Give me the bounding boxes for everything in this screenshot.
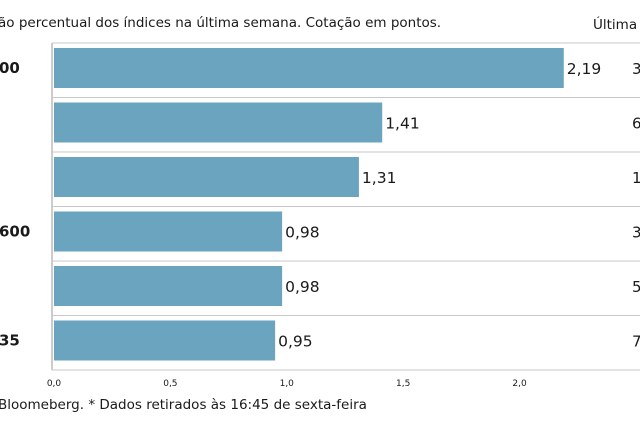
last-quote-value: 6 (632, 115, 640, 133)
bar (54, 157, 359, 197)
bars: 00 2,19 3 1,41 6 1,31 1 600 0,98 3 0,98 5 35 0,95 7 (0, 48, 640, 361)
category-label: 35 (0, 332, 20, 350)
data-label: 0,95 (278, 333, 313, 351)
bar (54, 211, 283, 252)
data-label: 2,19 (567, 60, 602, 78)
last-quote-value: 3 (632, 224, 640, 242)
last-quote-column-header: Última c (593, 17, 640, 33)
bar (54, 102, 383, 143)
x-tick-label: 2,0 (512, 379, 527, 389)
row-separators (51, 42, 640, 371)
data-label: 0,98 (285, 224, 320, 242)
data-label: 1,41 (385, 115, 420, 133)
category-label: 600 (0, 223, 30, 241)
x-tick-label: 1,5 (396, 379, 410, 389)
source-footnote: Bloomeberg. * Dados retirados às 16:45 d… (0, 397, 367, 413)
x-tick-label: 1,0 (280, 379, 295, 389)
bar (54, 48, 564, 88)
last-quote-value: 7 (632, 333, 640, 351)
x-tick-label: 0,0 (47, 379, 62, 389)
x-axis: 0,0 0,5 1,0 1,5 2,0 (47, 379, 527, 389)
data-label: 1,31 (362, 169, 397, 187)
bar (54, 266, 283, 306)
last-quote-value: 1 (632, 169, 640, 187)
bar (54, 320, 276, 361)
last-quote-value: 5 (632, 278, 640, 296)
x-tick-label: 0,5 (163, 379, 177, 389)
chart-subtitle: ão percentual dos índices na última sema… (0, 15, 442, 31)
data-label: 0,98 (285, 278, 320, 296)
category-label: 00 (0, 59, 20, 77)
last-quote-value: 3 (632, 60, 640, 78)
